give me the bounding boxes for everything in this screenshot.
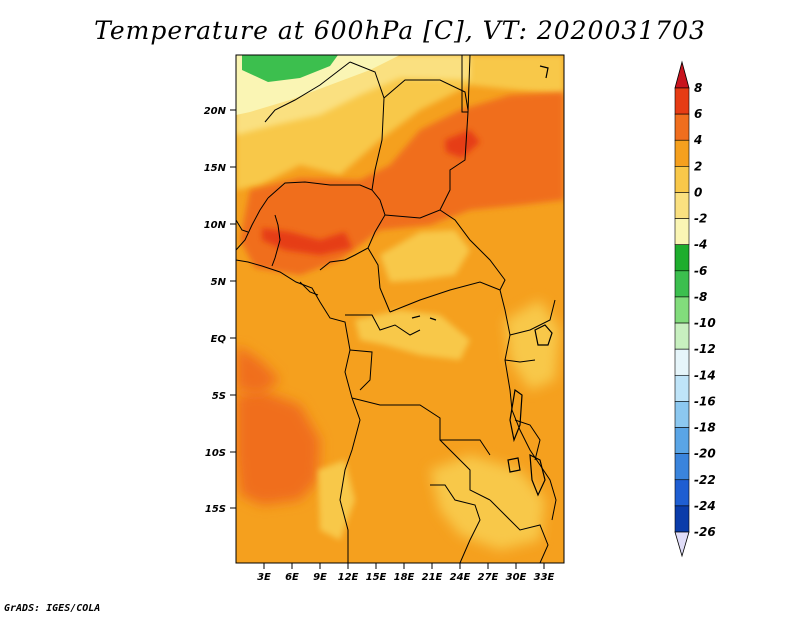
colorbar-labels: 8 6 4 2 0 -2 -4 -6 -8 -10 -12 -14 -16 -18 -20 -22 -24 -26 bbox=[693, 81, 716, 539]
lon-label-30e: 30E bbox=[506, 572, 527, 583]
colorbar-cell bbox=[674, 401, 690, 428]
colorbar-tick-label: 4 bbox=[693, 133, 702, 147]
lon-label-33e: 33E bbox=[534, 572, 555, 583]
temperature-field bbox=[236, 55, 564, 563]
contour-region-4-6-south bbox=[236, 390, 320, 505]
longitude-axis: 3E 6E 9E 12E 15E 18E 21E 24E 27E 30E 33E bbox=[257, 563, 555, 583]
lat-label-5s: 5S bbox=[212, 391, 226, 402]
colorbar-cell bbox=[674, 218, 690, 246]
colorbar-cell bbox=[674, 113, 690, 141]
lon-label-6e: 6E bbox=[285, 572, 299, 583]
colorbar-tick-label: -26 bbox=[694, 525, 716, 539]
colorbar-cell bbox=[674, 479, 690, 507]
colorbar-tick-label: -10 bbox=[694, 316, 716, 330]
colorbar-tick-label: -14 bbox=[694, 368, 716, 382]
contour-region-e-cool bbox=[505, 300, 560, 390]
colorbar-tick-label: 0 bbox=[694, 185, 702, 199]
colorbar-cell bbox=[674, 296, 690, 324]
colorbar-bottom-arrow bbox=[674, 531, 690, 558]
contour-region-4-6-north bbox=[240, 92, 564, 275]
colorbar-tick-label: -20 bbox=[694, 447, 716, 461]
colorbar-tick-label: -2 bbox=[694, 212, 707, 226]
colorbar-tick-label: -4 bbox=[694, 238, 707, 252]
contour-region-6-8-b bbox=[445, 130, 480, 158]
colorbar-top-arrow bbox=[674, 60, 690, 89]
contour-region-6-8-a bbox=[262, 228, 352, 255]
lat-label-5n: 5N bbox=[211, 277, 227, 288]
colorbar-tick-label: -16 bbox=[694, 394, 716, 408]
colorbar-cell bbox=[674, 270, 690, 298]
colorbar-tick-label: -6 bbox=[694, 264, 707, 278]
contour-region-central-cool bbox=[380, 230, 470, 282]
lon-label-24e: 24E bbox=[450, 572, 471, 583]
colorbar-cell bbox=[674, 166, 690, 193]
colorbar-cell bbox=[674, 505, 690, 533]
lon-label-15e: 15E bbox=[366, 572, 387, 583]
map-title: Temperature at 600hPa [C], VT: 202003170… bbox=[94, 16, 706, 45]
colorbar-tick-label: -12 bbox=[694, 342, 716, 356]
lat-label-10n: 10N bbox=[204, 220, 227, 231]
lat-label-10s: 10S bbox=[205, 448, 226, 459]
contour-region-minus6-minus4 bbox=[242, 55, 338, 82]
colorbar-cell bbox=[674, 427, 690, 454]
lon-label-27e: 27E bbox=[478, 572, 499, 583]
colorbar-tick-label: 8 bbox=[694, 81, 702, 95]
map-frame bbox=[235, 54, 565, 564]
lat-label-15s: 15S bbox=[205, 504, 226, 515]
credit-label: GrADS: IGES/COLA bbox=[4, 603, 101, 614]
colorbar-tick-label: 6 bbox=[694, 107, 702, 121]
contour-region-4-6-sw bbox=[236, 345, 280, 395]
colorbar-cell bbox=[674, 453, 690, 481]
lon-label-9e: 9E bbox=[313, 572, 327, 583]
lakes bbox=[411, 65, 553, 497]
latitude-axis: 20N 15N 10N 5N EQ 5S 10S 15S bbox=[204, 106, 236, 515]
colorbar-cell bbox=[674, 322, 690, 350]
lon-label-18e: 18E bbox=[394, 572, 415, 583]
colorbar-tick-label: -18 bbox=[694, 421, 716, 435]
lon-label-12e: 12E bbox=[338, 572, 359, 583]
colorbar-tick-label: -24 bbox=[694, 499, 716, 513]
colorbar-tick-label: -22 bbox=[694, 473, 716, 487]
lat-label-20n: 20N bbox=[204, 106, 227, 117]
colorbar-cell bbox=[674, 192, 690, 219]
colorbar-cell bbox=[674, 139, 690, 167]
colorbar-tick-label: -8 bbox=[694, 290, 707, 304]
colorbar-cell bbox=[674, 244, 690, 272]
lon-label-3e: 3E bbox=[257, 572, 271, 583]
colorbar-cell bbox=[674, 374, 690, 402]
colorbar-cell bbox=[674, 87, 690, 115]
colorbar-cell bbox=[674, 348, 690, 376]
country-borders bbox=[236, 55, 557, 563]
lat-label-15n: 15N bbox=[204, 163, 227, 174]
colorbar-tick-label: 2 bbox=[694, 159, 702, 173]
lon-label-21e: 21E bbox=[422, 572, 443, 583]
colorbar: 8 6 4 2 0 -2 -4 -6 -8 -10 -12 -14 -16 -18 -20 -22 -24 -26 bbox=[674, 60, 716, 558]
lat-label-eq: EQ bbox=[211, 334, 227, 345]
contour-region-congo-cool bbox=[355, 310, 470, 360]
colorbar-cells bbox=[674, 87, 690, 533]
